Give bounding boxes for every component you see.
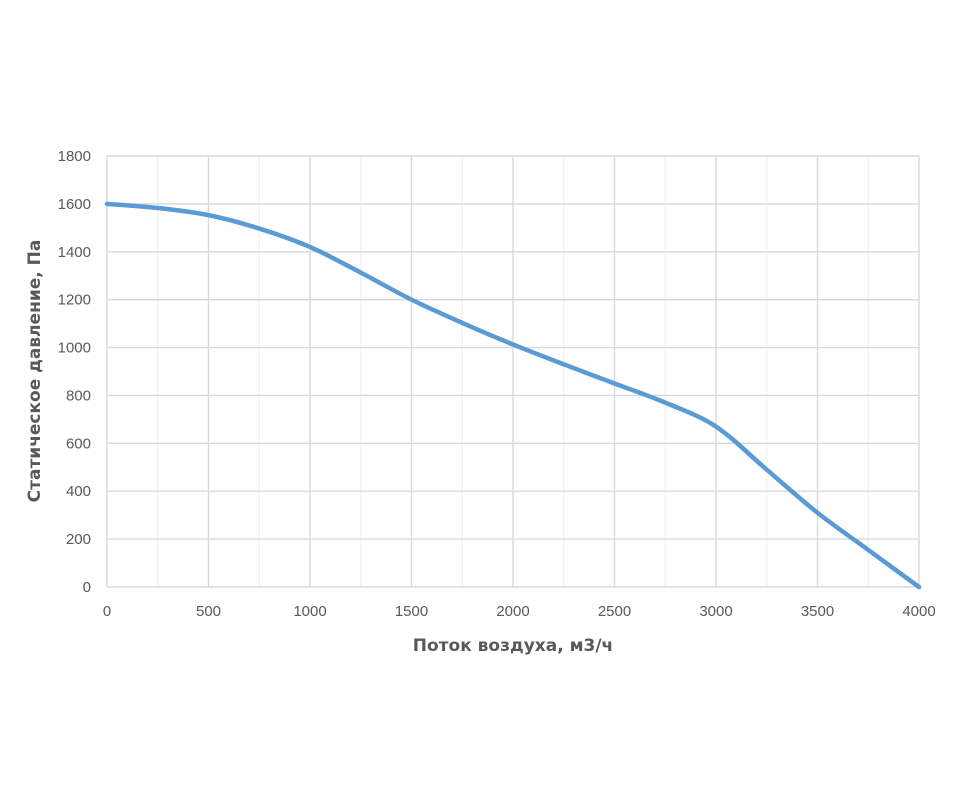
series-line — [104, 201, 922, 590]
x-tick-label: 2500 — [598, 603, 631, 620]
y-tick-label: 400 — [66, 483, 91, 500]
major-gridlines — [106, 155, 920, 588]
x-tick-label: 2000 — [496, 603, 529, 620]
y-tick-label: 1800 — [58, 148, 91, 165]
y-tick-label: 1400 — [58, 244, 91, 261]
x-tick-label: 3500 — [801, 603, 834, 620]
y-tick-label: 800 — [66, 387, 91, 404]
x-tick-label: 3000 — [699, 603, 732, 620]
x-axis-ticks: 0 500 1000 1500 2000 2500 3000 3500 4000 — [103, 603, 936, 620]
y-tick-label: 600 — [66, 435, 91, 452]
y-axis-title: Статическое давление, Па — [25, 240, 45, 503]
y-tick-label: 200 — [66, 531, 91, 548]
y-axis-ticks: 0 200 400 600 800 1000 1200 1400 1600 1800 — [58, 148, 91, 596]
y-tick-label: 1200 — [58, 292, 91, 309]
x-tick-label: 500 — [196, 603, 221, 620]
x-tick-label: 1000 — [293, 603, 326, 620]
y-tick-label: 1600 — [58, 196, 91, 213]
x-tick-label: 4000 — [902, 603, 935, 620]
x-axis-title: Поток воздуха, м3/ч — [413, 636, 613, 656]
y-tick-label: 1000 — [58, 340, 91, 357]
y-tick-label: 0 — [83, 579, 91, 596]
x-tick-label: 1500 — [395, 603, 428, 620]
series-layer — [104, 201, 922, 590]
x-tick-label: 0 — [103, 603, 111, 620]
